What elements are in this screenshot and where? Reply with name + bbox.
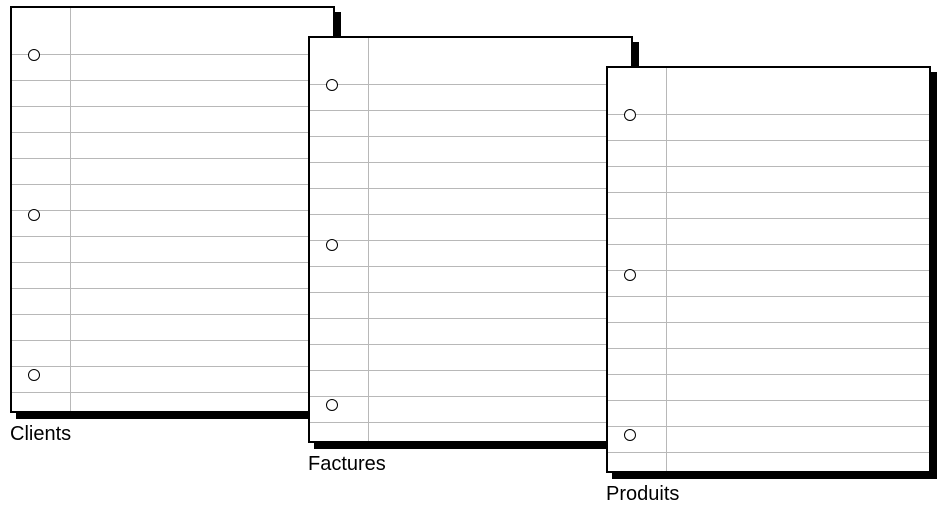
rule-line (12, 184, 333, 185)
rule-line (608, 452, 929, 453)
rule-line (608, 114, 929, 115)
rule-line (608, 296, 929, 297)
sheet-caption: Produits (606, 483, 679, 506)
rule-line (608, 426, 929, 427)
rule-line (12, 54, 333, 55)
doc-factures: Factures (308, 36, 639, 449)
margin-line (70, 8, 71, 411)
rule-line (12, 106, 333, 107)
rule-line (310, 396, 631, 397)
rule-line (608, 218, 929, 219)
rule-line (608, 322, 929, 323)
rule-line (608, 192, 929, 193)
rule-line (12, 262, 333, 263)
rule-line (12, 210, 333, 211)
rule-line (12, 158, 333, 159)
sheet-caption: Factures (308, 453, 386, 476)
rule-line (12, 392, 333, 393)
rule-line (608, 244, 929, 245)
punch-hole-icon (28, 369, 40, 381)
rule-line (608, 166, 929, 167)
rule-line (310, 422, 631, 423)
sheet (308, 36, 633, 443)
rule-line (310, 240, 631, 241)
rule-line (12, 236, 333, 237)
rule-line (12, 80, 333, 81)
sheet-caption: Clients (10, 423, 71, 446)
punch-hole-icon (28, 209, 40, 221)
rule-line (12, 132, 333, 133)
rule-line (608, 140, 929, 141)
doc-clients: Clients (10, 6, 341, 419)
rule-line (608, 400, 929, 401)
rule-line (310, 318, 631, 319)
punch-hole-icon (624, 269, 636, 281)
rule-line (310, 110, 631, 111)
rule-line (310, 344, 631, 345)
rule-line (310, 214, 631, 215)
rule-line (310, 370, 631, 371)
rule-line (12, 314, 333, 315)
rule-line (12, 288, 333, 289)
rule-line (608, 348, 929, 349)
rule-line (608, 374, 929, 375)
margin-line (666, 68, 667, 471)
sheet (10, 6, 335, 413)
sheet (606, 66, 931, 473)
rule-line (310, 188, 631, 189)
rule-line (12, 340, 333, 341)
punch-hole-icon (624, 109, 636, 121)
rule-line (608, 270, 929, 271)
punch-hole-icon (326, 399, 338, 411)
rule-line (310, 266, 631, 267)
rule-line (310, 292, 631, 293)
document-set-diagram: ClientsFacturesProduits (0, 0, 947, 508)
punch-hole-icon (624, 429, 636, 441)
rule-line (310, 136, 631, 137)
rule-line (310, 162, 631, 163)
punch-hole-icon (326, 239, 338, 251)
doc-produits: Produits (606, 66, 937, 479)
punch-hole-icon (28, 49, 40, 61)
punch-hole-icon (326, 79, 338, 91)
rule-line (12, 366, 333, 367)
margin-line (368, 38, 369, 441)
rule-line (310, 84, 631, 85)
